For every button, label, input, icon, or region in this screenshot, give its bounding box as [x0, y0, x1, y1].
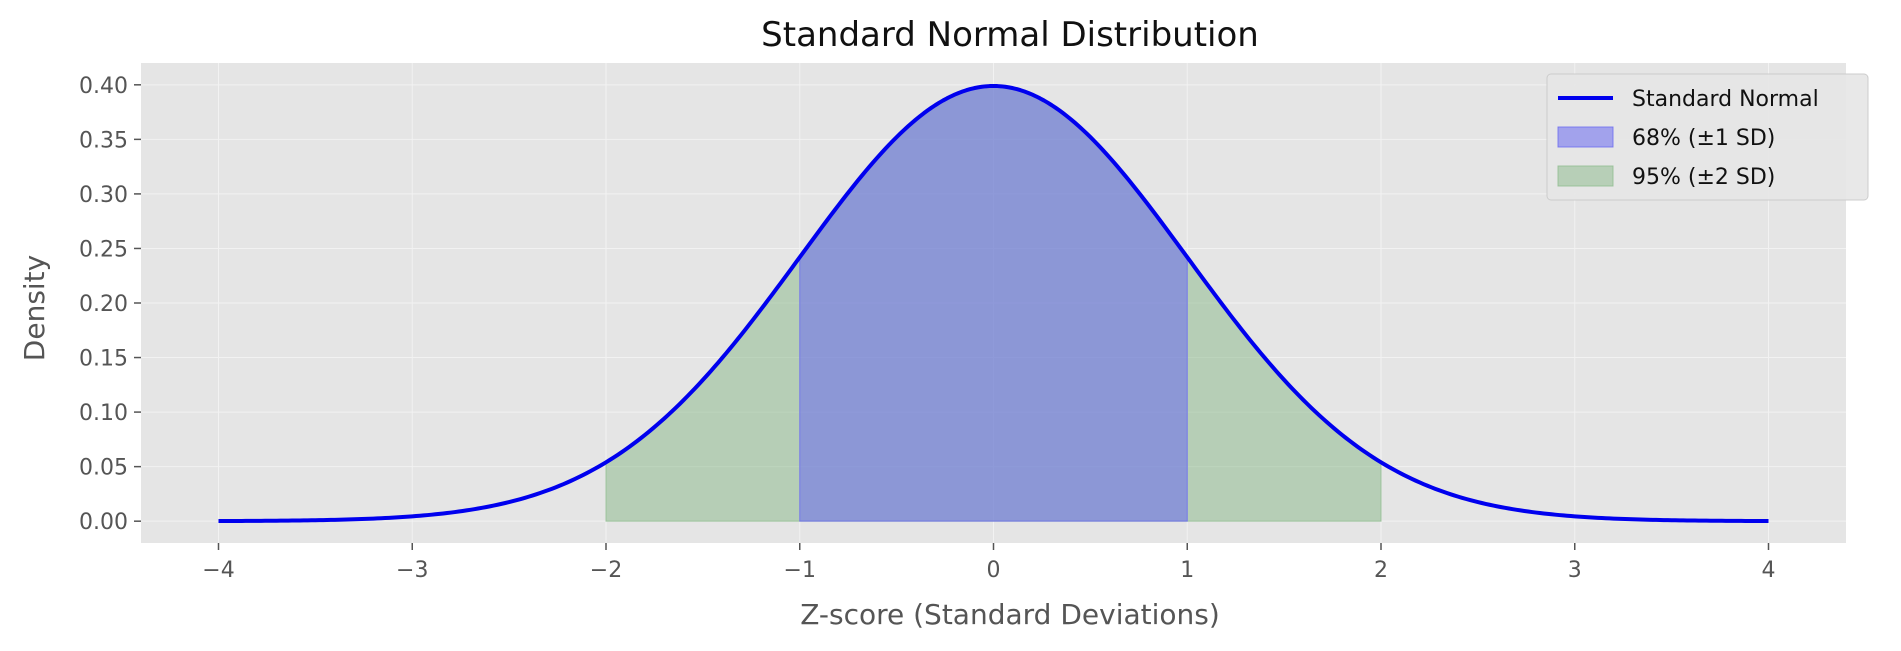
y-axis-label: Density	[18, 255, 51, 361]
x-tick-label: 1	[1180, 558, 1194, 583]
legend-patch-swatch	[1557, 126, 1614, 148]
y-tick-label: 0.35	[79, 128, 128, 153]
legend: Standard Normal 68% (±1 SD) 95% (±2 SD)	[1546, 73, 1869, 201]
x-axis-label: Z-score (Standard Deviations)	[800, 598, 1220, 631]
legend-box	[1546, 73, 1869, 201]
y-tick-label: 0.10	[79, 401, 128, 426]
legend-label: Standard Normal	[1632, 87, 1819, 112]
x-tick-label: −4	[202, 558, 234, 583]
y-tick-label: 0.15	[79, 347, 128, 372]
y-tick-label: 0.25	[79, 237, 128, 262]
legend-label: 68% (±1 SD)	[1632, 126, 1775, 151]
x-tick-label: −3	[396, 558, 428, 583]
x-tick-label: −1	[784, 558, 816, 583]
y-tick-label: 0.30	[79, 183, 128, 208]
x-tick-label: 4	[1762, 558, 1776, 583]
normal-curve-line	[218, 83, 1769, 524]
legend-patch-swatch	[1557, 165, 1614, 187]
y-axis-ticks: 0.00 0.05 0.10 0.15 0.20 0.25 0.30 0.35 0.40	[79, 74, 141, 535]
y-tick-label: 0.05	[79, 456, 128, 481]
x-axis-ticks: −4 −3 −2 −1 0 1 2 3 4	[202, 543, 1776, 583]
x-tick-label: 0	[987, 558, 1001, 583]
x-tick-label: −2	[590, 558, 622, 583]
legend-label: 95% (±2 SD)	[1632, 165, 1775, 190]
y-tick-label: 0.40	[79, 74, 128, 99]
chart-title: Standard Normal Distribution	[761, 15, 1259, 55]
curve-layer	[218, 83, 1769, 524]
y-tick-label: 0.20	[79, 292, 128, 317]
x-tick-label: 3	[1568, 558, 1582, 583]
y-tick-label: 0.00	[79, 510, 128, 535]
x-tick-label: 2	[1374, 558, 1388, 583]
